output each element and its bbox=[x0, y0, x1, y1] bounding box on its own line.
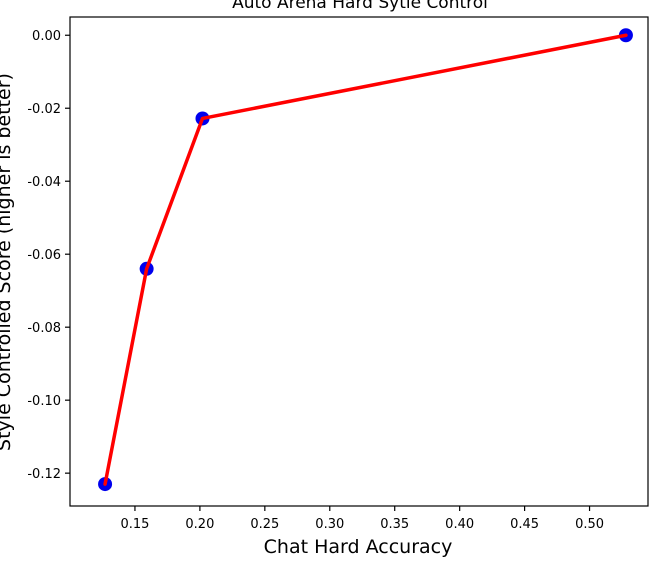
y-tick-label: -0.04 bbox=[27, 175, 61, 190]
x-tick-label: 0.40 bbox=[445, 517, 474, 532]
plot-area-frame bbox=[69, 16, 649, 507]
y-tick-label: -0.10 bbox=[27, 394, 61, 409]
series-line bbox=[103, 33, 628, 486]
series-lines bbox=[103, 33, 628, 486]
y-axis: 0.00 -0.02 -0.04 -0.06 -0.08 -0.10 -0.12 bbox=[27, 29, 70, 482]
x-tick-label: 0.35 bbox=[380, 517, 409, 532]
x-tick-label: 0.25 bbox=[250, 517, 279, 532]
x-axis-label: Chat Hard Accuracy bbox=[264, 536, 453, 558]
y-tick-label: -0.12 bbox=[27, 467, 61, 482]
chart-title: Auto Arena Hard Sytle Control bbox=[232, 0, 488, 13]
x-axis: 0.15 0.20 0.25 0.30 0.35 0.40 0.45 0.50 bbox=[120, 506, 604, 532]
x-tick-label: 0.50 bbox=[575, 517, 604, 532]
y-tick-label: -0.06 bbox=[27, 248, 61, 263]
y-tick-label: 0.00 bbox=[32, 29, 61, 44]
x-tick-label: 0.30 bbox=[315, 517, 344, 532]
series-points bbox=[98, 28, 633, 492]
x-tick-label: 0.15 bbox=[120, 517, 149, 532]
x-tick-label: 0.45 bbox=[510, 517, 539, 532]
y-tick-label: -0.08 bbox=[27, 321, 61, 336]
y-axis-label: Style Controlled Score (higher is better… bbox=[0, 73, 15, 451]
x-tick-label: 0.20 bbox=[185, 517, 214, 532]
y-tick-label: -0.02 bbox=[27, 102, 61, 117]
